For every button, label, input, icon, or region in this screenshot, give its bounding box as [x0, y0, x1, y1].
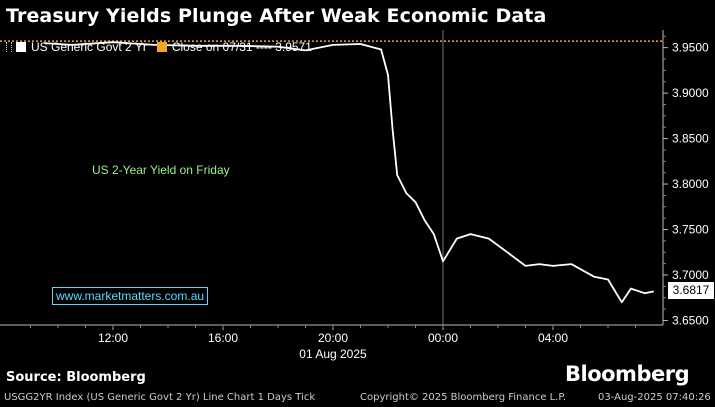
- y-tick-label: 3.7000: [672, 268, 709, 282]
- y-tick-label: 3.8000: [672, 177, 709, 191]
- x-tick-label: 20:00: [318, 331, 348, 345]
- y-tick-label: 3.8500: [672, 132, 709, 146]
- series-swatch-icon: [16, 42, 26, 52]
- legend-close-label: Close on 07/31 ---- 3.9571: [171, 40, 312, 54]
- x-tick-label: 12:00: [98, 331, 128, 345]
- y-tick-label: 3.6500: [672, 313, 709, 327]
- chart-legend: US Generic Govt 2 Yr Close on 07/31 ----…: [6, 39, 322, 55]
- x-tick-label: 16:00: [208, 331, 238, 345]
- last-value-tag: 3.6817: [668, 282, 714, 299]
- y-tick-label: 3.7500: [672, 223, 709, 237]
- series-line-us-2yr: [44, 41, 654, 304]
- legend-drag-handle-icon[interactable]: [6, 42, 12, 52]
- chart-annotation: US 2-Year Yield on Friday: [92, 163, 230, 177]
- close-swatch-icon: [156, 42, 167, 52]
- footer-left: USGG2YR Index (US Generic Govt 2 Yr) Lin…: [4, 392, 316, 403]
- x-date-label: 01 Aug 2025: [299, 347, 367, 361]
- line-chart: 3.6500 3.7000 3.7500 3.8000 3.8500 3.9000 3.95…: [0, 30, 709, 361]
- chart-area: 3.6500 3.7000 3.7500 3.8000 3.8500 3.9000 3.95…: [0, 30, 715, 366]
- watermark-link[interactable]: www.marketmatters.com.au: [52, 287, 209, 305]
- y-tick-label: 3.9500: [672, 41, 709, 55]
- chart-title: Treasury Yields Plunge After Weak Econom…: [6, 5, 547, 27]
- brand-logo: Bloomberg: [565, 362, 690, 386]
- source-note: Source: Bloomberg: [6, 370, 146, 385]
- legend-item-close[interactable]: Close on 07/31 ---- 3.9571: [156, 40, 312, 54]
- legend-series-label: US Generic Govt 2 Yr: [31, 40, 147, 54]
- footer-copyright: Copyright© 2025 Bloomberg Finance L.P.: [360, 392, 567, 403]
- legend-item-series[interactable]: US Generic Govt 2 Yr: [16, 40, 147, 54]
- footer-timestamp: 03-Aug-2025 07:40:26: [598, 392, 711, 403]
- x-tick-label: 04:00: [538, 331, 568, 345]
- x-tick-label: 00:00: [428, 331, 458, 345]
- footer-bar: USGG2YR Index (US Generic Govt 2 Yr) Lin…: [0, 392, 715, 407]
- y-tick-label: 3.9000: [672, 86, 709, 100]
